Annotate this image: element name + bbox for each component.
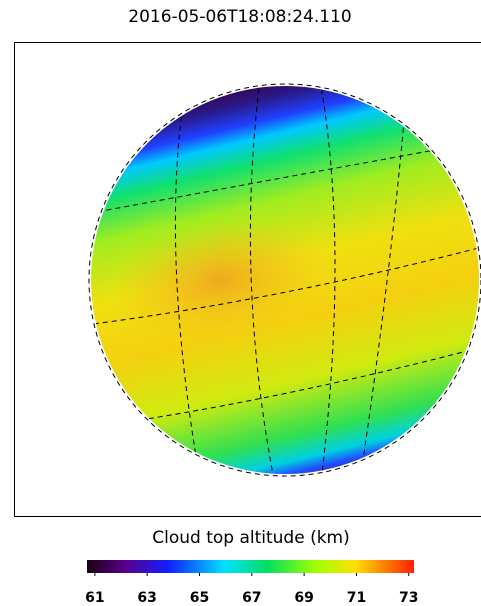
colorbar-tick-label: 69 (294, 590, 313, 606)
colorbar (87, 560, 414, 573)
globe (54, 52, 481, 507)
chart: 2016-05-06T18:08:24.110 Cloud top altitu… (0, 0, 481, 606)
colorbar-tick-label: 61 (85, 590, 104, 606)
colorbar-tick-label: 63 (137, 590, 156, 606)
title: 2016-05-06T18:08:24.110 (128, 7, 351, 27)
colorbar-tick-label: 65 (190, 590, 209, 606)
colorbar-label: Cloud top altitude (km) (152, 528, 350, 548)
colorbar-tick-label: 71 (347, 590, 366, 606)
colorbar-tick-label: 67 (242, 590, 261, 606)
colorbar-tick-label: 73 (399, 590, 418, 606)
